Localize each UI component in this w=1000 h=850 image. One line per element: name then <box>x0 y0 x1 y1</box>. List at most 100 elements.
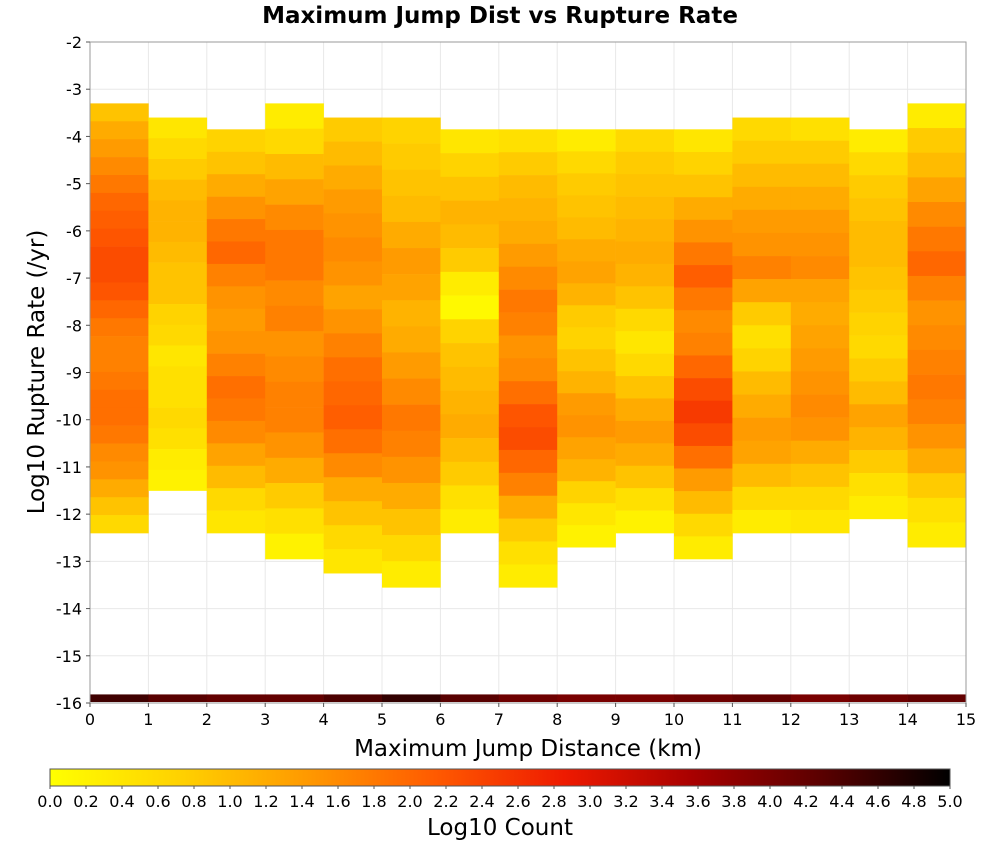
heatmap-cell <box>206 286 266 310</box>
heatmap-cell <box>498 220 558 245</box>
heatmap-cell-bottom <box>206 694 266 702</box>
heatmap-cell <box>557 459 616 482</box>
colorbar-tick-label: 2.2 <box>433 792 458 811</box>
heatmap-cell <box>849 266 908 291</box>
colorbar-tick-label: 2.8 <box>541 792 566 811</box>
heatmap-cell <box>265 229 324 256</box>
colorbar-label: Log10 Count <box>427 815 573 841</box>
y-tick-label: -13 <box>56 552 82 571</box>
heatmap-cell <box>323 285 383 310</box>
heatmap-cell <box>615 219 675 242</box>
heatmap-cell <box>557 415 616 438</box>
heatmap-cell <box>674 355 733 379</box>
heatmap-cell-bottom <box>790 694 850 702</box>
heatmap-cell <box>557 525 616 548</box>
heatmap-cell <box>90 515 149 534</box>
heatmap-cell <box>265 128 324 155</box>
heatmap-cell <box>732 371 792 395</box>
heatmap-cell <box>849 220 908 245</box>
heatmap-cell <box>382 378 441 405</box>
heatmap-cell <box>265 280 324 307</box>
heatmap-cell <box>148 407 208 429</box>
heatmap-cell <box>440 153 500 178</box>
x-axis-label: Maximum Jump Distance (km) <box>354 736 702 762</box>
colorbar-tick-label: 5.0 <box>937 792 962 811</box>
heatmap-cell <box>674 287 733 311</box>
x-tick-label: 4 <box>319 710 329 729</box>
x-tick-label: 9 <box>611 710 621 729</box>
heatmap-cell-bottom <box>90 694 149 702</box>
heatmap-cell <box>148 117 208 139</box>
heatmap-cell <box>615 488 675 511</box>
heatmap-cell <box>615 510 675 534</box>
y-tick-label: -14 <box>56 600 82 619</box>
heatmap-cell <box>732 117 792 141</box>
heatmap-cell <box>674 536 733 560</box>
heatmap-cell <box>265 432 324 459</box>
heatmap-cell <box>90 157 149 176</box>
heatmap-cell-bottom <box>849 694 908 702</box>
heatmap-cell <box>907 202 967 227</box>
heatmap-cell <box>907 275 967 301</box>
heatmap-cell <box>498 312 558 336</box>
heatmap-cell <box>382 248 441 275</box>
heatmap-cell <box>90 210 149 229</box>
heatmap-cell <box>615 465 675 489</box>
heatmap-cell <box>206 129 266 153</box>
colorbar <box>49 768 951 787</box>
heatmap-cell <box>382 221 441 249</box>
heatmap-cell-bottom <box>674 694 733 702</box>
heatmap-cell <box>674 468 733 492</box>
heatmap-cell <box>790 140 850 165</box>
heatmap-cell <box>90 264 149 283</box>
heatmap-cell <box>265 407 324 433</box>
x-tick-label: 1 <box>143 710 153 729</box>
colorbar-tick-label: 2.4 <box>469 792 494 811</box>
heatmap-cell <box>148 386 208 408</box>
heatmap-cell <box>790 348 850 372</box>
heatmap-cell <box>206 488 266 511</box>
heatmap-cell <box>557 261 616 284</box>
heatmap-cell <box>498 564 558 588</box>
x-tick-label: 5 <box>377 710 387 729</box>
x-tick-label: 7 <box>494 710 504 729</box>
heatmap-cell <box>323 381 383 406</box>
x-tick-label: 15 <box>956 710 976 729</box>
colorbar-tick-label: 4.6 <box>865 792 890 811</box>
heatmap-cell <box>849 427 908 451</box>
heatmap-cell <box>323 309 383 334</box>
heatmap-cell <box>557 327 616 350</box>
heatmap-cell <box>790 509 850 534</box>
colorbar-tick-label: 1.6 <box>325 792 350 811</box>
heatmap-cell <box>849 129 908 153</box>
heatmap-cell <box>790 394 850 418</box>
heatmap-cell <box>440 509 500 534</box>
heatmap-cell <box>790 417 850 441</box>
y-tick-label: -12 <box>56 505 82 524</box>
heatmap-cell <box>206 443 266 467</box>
heatmap-cell <box>206 510 266 534</box>
heatmap-cell <box>674 513 733 537</box>
x-tick-label: 13 <box>839 710 859 729</box>
heatmap-cell <box>907 522 967 548</box>
heatmap-cell <box>148 283 208 305</box>
x-tick-label: 10 <box>664 710 684 729</box>
heatmap-cell <box>849 152 908 176</box>
colorbar-tick-label: 4.0 <box>757 792 782 811</box>
heatmap-cell <box>674 242 733 266</box>
y-axis-label: Log10 Rupture Rate (/yr) <box>24 230 50 515</box>
colorbar-tick-label: 3.4 <box>649 792 674 811</box>
heatmap-cell <box>206 219 266 242</box>
heatmap-cell <box>498 358 558 382</box>
heatmap-cell <box>90 139 149 158</box>
heatmap-cell <box>323 117 383 142</box>
y-tick-label: -16 <box>56 694 82 713</box>
heatmap-cells <box>90 103 967 702</box>
heatmap-cell <box>498 129 558 153</box>
heatmap-cell <box>90 443 149 462</box>
heatmap-cell <box>90 389 149 409</box>
heatmap-cell <box>674 265 733 288</box>
heatmap-cell <box>148 469 208 491</box>
heatmap-cell <box>615 420 675 444</box>
colorbar-tick-label: 3.6 <box>685 792 710 811</box>
